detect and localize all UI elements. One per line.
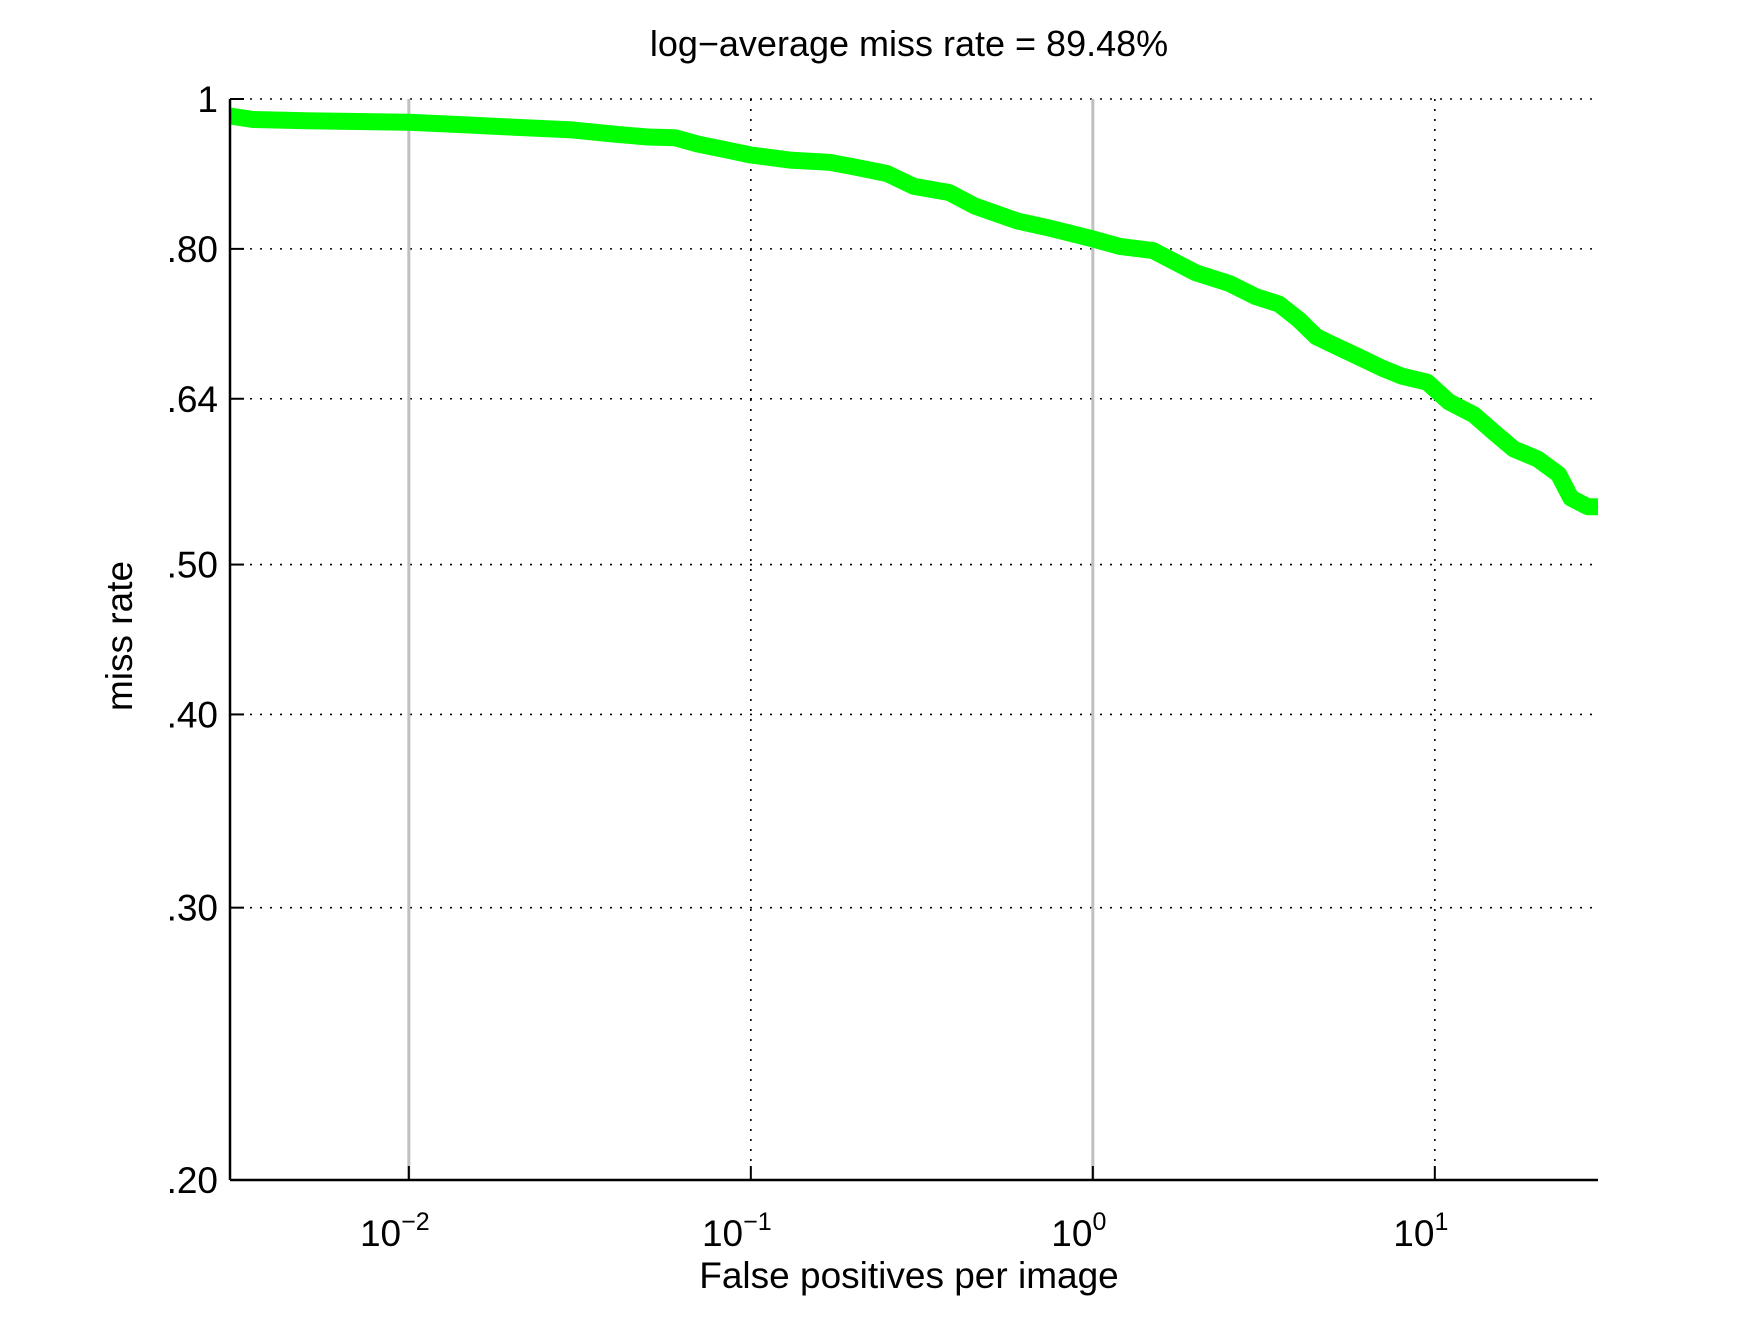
series-point xyxy=(1152,250,1154,252)
x-tick-base: 10 xyxy=(702,1213,743,1254)
series-point xyxy=(789,159,791,161)
series-point xyxy=(1195,272,1197,274)
y-tick-label: .30 xyxy=(167,888,218,929)
series-point xyxy=(468,124,470,126)
series-line xyxy=(228,107,1598,516)
chart-title: log−average miss rate = 89.48% xyxy=(650,23,1168,64)
series-point xyxy=(1228,282,1230,284)
series-point xyxy=(1381,367,1383,369)
x-tick-exponent: 0 xyxy=(1092,1208,1106,1236)
axes-layer xyxy=(228,99,1598,1182)
x-tick-label: 101 xyxy=(1393,1208,1448,1254)
series-point xyxy=(726,149,728,151)
series-point xyxy=(511,126,513,128)
series-point xyxy=(1513,448,1515,450)
grid-layer xyxy=(230,98,1598,1180)
series-point xyxy=(1448,401,1450,403)
x-tick-label: 100 xyxy=(1051,1208,1106,1254)
series-point xyxy=(1255,296,1257,298)
x-tick-base: 10 xyxy=(360,1213,401,1254)
series-point xyxy=(252,119,254,120)
y-tick-label: 1 xyxy=(197,79,218,120)
x-tick-base: 10 xyxy=(1393,1213,1434,1254)
series-point xyxy=(674,137,676,139)
series-point xyxy=(1597,506,1599,508)
series-point xyxy=(647,136,649,138)
series-point xyxy=(305,120,307,122)
series-point xyxy=(1298,319,1300,321)
series-point xyxy=(1570,497,1572,499)
x-tick-exponent: −2 xyxy=(401,1208,430,1236)
series-point xyxy=(1558,473,1559,475)
series-point xyxy=(1092,238,1094,240)
series-point xyxy=(614,133,616,135)
series-point xyxy=(571,129,573,131)
y-tick-label: .80 xyxy=(167,229,218,270)
series-point xyxy=(1494,432,1496,434)
series-point xyxy=(1049,227,1051,229)
x-tick-base: 10 xyxy=(1051,1213,1092,1254)
series-point xyxy=(1473,414,1475,416)
series-point xyxy=(1426,381,1428,383)
x-tick-label: 10−2 xyxy=(360,1208,430,1254)
series-point xyxy=(1331,343,1333,345)
series-point xyxy=(697,143,699,145)
series-point xyxy=(1358,356,1360,358)
series-layer xyxy=(228,107,1599,516)
series-point xyxy=(1401,375,1403,377)
series-point xyxy=(408,121,410,123)
y-axis-label: miss rate xyxy=(99,561,140,711)
series-point xyxy=(1278,303,1280,305)
series-point xyxy=(1537,458,1539,460)
x-tick-exponent: −1 xyxy=(743,1208,772,1236)
series-point xyxy=(973,205,975,207)
y-tick-label: .20 xyxy=(167,1160,218,1201)
series-point xyxy=(1587,506,1589,508)
series-point xyxy=(1119,245,1121,247)
y-tick-label: .64 xyxy=(167,379,218,420)
series-point xyxy=(829,161,831,163)
x-tick-exponent: 1 xyxy=(1434,1208,1448,1236)
y-tick-label: .40 xyxy=(167,694,218,735)
series-point xyxy=(750,154,752,156)
y-tick-label: .50 xyxy=(167,545,218,586)
series-point xyxy=(1016,220,1018,222)
series-point xyxy=(913,185,915,187)
series-point xyxy=(1315,336,1317,338)
x-axis-label: False positives per image xyxy=(699,1255,1119,1296)
series-point xyxy=(853,166,855,168)
x-tick-label: 10−1 xyxy=(702,1208,772,1254)
series-point xyxy=(948,192,950,193)
series-point xyxy=(886,173,888,174)
